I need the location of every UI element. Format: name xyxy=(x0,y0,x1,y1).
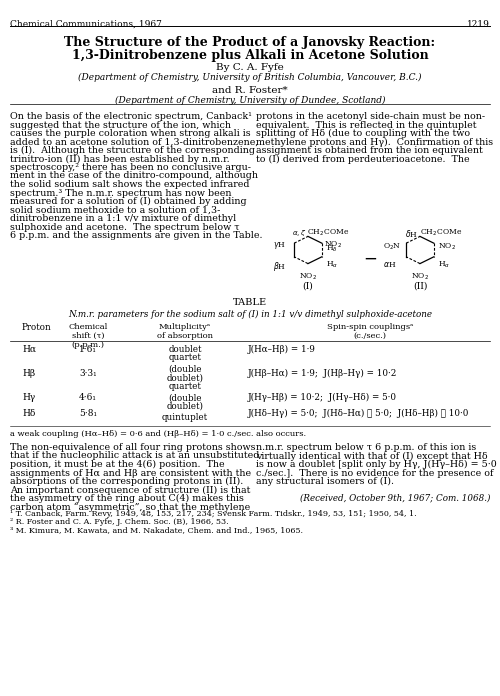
Text: Proton: Proton xyxy=(22,323,52,332)
Text: Chemical
shift (τ)
(p.p.m.): Chemical shift (τ) (p.p.m.) xyxy=(68,323,108,349)
Text: CH$_2$COMe: CH$_2$COMe xyxy=(307,228,349,239)
Text: ² R. Foster and C. A. Fyfe, J. Chem. Soc. (B), 1966, 53.: ² R. Foster and C. A. Fyfe, J. Chem. Soc… xyxy=(10,518,228,526)
Text: An important consequence of structure (II) is that: An important consequence of structure (I… xyxy=(10,486,250,495)
Text: Hβ: Hβ xyxy=(22,369,35,378)
Text: 1·6₁: 1·6₁ xyxy=(79,345,97,354)
Text: is (I).  Although the structure of the corresponding: is (I). Although the structure of the co… xyxy=(10,146,255,155)
Text: The non-equivalence of all four ring protons shows: The non-equivalence of all four ring pro… xyxy=(10,443,256,452)
Text: assignment is obtained from the ion equivalent: assignment is obtained from the ion equi… xyxy=(256,146,483,155)
Text: splitting of Hδ (due to coupling with the two: splitting of Hδ (due to coupling with th… xyxy=(256,129,470,138)
Text: ment in the case of the dinitro-compound, although: ment in the case of the dinitro-compound… xyxy=(10,171,258,180)
Text: Hδ: Hδ xyxy=(22,409,36,418)
Text: ¹ T. Canback, Farm. Revy, 1949, 48, 153, 217, 234; Svensk Farm. Tidskr., 1949, 5: ¹ T. Canback, Farm. Revy, 1949, 48, 153,… xyxy=(10,509,416,518)
Text: O$_2$N: O$_2$N xyxy=(383,242,402,253)
Text: a weak coupling (Hα–Hδ) = 0·6 and (Hβ–Hδ) = 1·0 c./sec. also occurs.: a weak coupling (Hα–Hδ) = 0·6 and (Hβ–Hδ… xyxy=(10,430,306,438)
Text: c./sec.].  There is no evidence for the presence of: c./sec.]. There is no evidence for the p… xyxy=(256,468,494,477)
Text: quartet: quartet xyxy=(168,354,202,363)
Text: N.m.r. parameters for the sodium salt of (I) in 1:1 v/v dimethyl sulphoxide-acet: N.m.r. parameters for the sodium salt of… xyxy=(68,310,432,319)
Text: (I): (I) xyxy=(302,282,314,291)
Text: methylene protons and Hγ).  Confirmation of this: methylene protons and Hγ). Confirmation … xyxy=(256,138,493,147)
Text: the solid sodium salt shows the expected infrared: the solid sodium salt shows the expected… xyxy=(10,180,250,189)
Text: solid sodium methoxide to a solution of 1,3-: solid sodium methoxide to a solution of … xyxy=(10,205,220,214)
Text: $\alpha,\zeta$: $\alpha,\zeta$ xyxy=(292,228,306,238)
Text: that if the nucleophilic attack is at an unsubstituted: that if the nucleophilic attack is at an… xyxy=(10,452,260,461)
Text: $-$: $-$ xyxy=(363,250,377,267)
Text: doublet: doublet xyxy=(168,345,202,354)
Text: spectroscopy,² there has been no conclusive argu-: spectroscopy,² there has been no conclus… xyxy=(10,163,251,172)
Text: The Structure of the Product of a Janovsky Reaction:: The Structure of the Product of a Janovs… xyxy=(64,36,436,49)
Text: On the basis of the electronic spectrum, Canback¹: On the basis of the electronic spectrum,… xyxy=(10,112,252,121)
Text: (Department of Chemistry, University of Dundee, Scotland): (Department of Chemistry, University of … xyxy=(115,96,385,105)
Text: 1219: 1219 xyxy=(467,20,490,29)
Text: (Received, October 9th, 1967; Com. 1068.): (Received, October 9th, 1967; Com. 1068.… xyxy=(300,493,490,503)
Text: spectrum.³ The n.m.r. spectrum has now been: spectrum.³ The n.m.r. spectrum has now b… xyxy=(10,189,232,198)
Text: $\beta$H: $\beta$H xyxy=(273,260,286,273)
Text: 4·6₁: 4·6₁ xyxy=(79,393,97,402)
Text: protons in the acetonyl side-chain must be non-: protons in the acetonyl side-chain must … xyxy=(256,112,485,121)
Text: (double: (double xyxy=(168,365,202,374)
Text: position, it must be at the 4(6) position.  The: position, it must be at the 4(6) positio… xyxy=(10,460,224,469)
Text: Hγ: Hγ xyxy=(22,393,35,402)
Text: $\alpha$H: $\alpha$H xyxy=(383,260,396,269)
Text: the asymmetry of the ring about C(4) makes this: the asymmetry of the ring about C(4) mak… xyxy=(10,494,244,503)
Text: assignments of Hα and Hβ are consistent with the: assignments of Hα and Hβ are consistent … xyxy=(10,468,251,477)
Text: measured for a solution of (I) obtained by adding: measured for a solution of (I) obtained … xyxy=(10,197,246,206)
Text: quartet: quartet xyxy=(168,382,202,391)
Text: sulphoxide and acetone.  The spectrum below τ: sulphoxide and acetone. The spectrum bel… xyxy=(10,223,239,232)
Text: 6 p.p.m. and the assignments are given in the Table.: 6 p.p.m. and the assignments are given i… xyxy=(10,231,262,240)
Text: H$_\alpha$: H$_\alpha$ xyxy=(326,260,338,271)
Text: absorptions of the corresponding protons in (II).: absorptions of the corresponding protons… xyxy=(10,477,243,486)
Text: added to an acetone solution of 1,3-dinitrobenzene,: added to an acetone solution of 1,3-dini… xyxy=(10,138,258,146)
Text: virtually identical with that of (I) except that Hδ: virtually identical with that of (I) exc… xyxy=(256,452,488,461)
Text: J(Hβ–Hα) = 1·9;  J(Hβ–Hγ) = 10·2: J(Hβ–Hα) = 1·9; J(Hβ–Hγ) = 10·2 xyxy=(248,369,398,378)
Text: quintuplet: quintuplet xyxy=(162,413,208,422)
Text: H$_\delta$: H$_\delta$ xyxy=(326,244,338,255)
Text: J(Hα–Hβ) = 1·9: J(Hα–Hβ) = 1·9 xyxy=(248,345,316,354)
Text: suggested that the structure of the ion, which: suggested that the structure of the ion,… xyxy=(10,120,231,129)
Text: (Department of Chemistry, University of British Columbia, Vancouver, B.C.): (Department of Chemistry, University of … xyxy=(78,73,422,82)
Text: By C. A. Fyfe: By C. A. Fyfe xyxy=(216,63,284,72)
Text: 1,3-Dinitrobenzene plus Alkali in Acetone Solution: 1,3-Dinitrobenzene plus Alkali in Aceton… xyxy=(72,49,428,62)
Text: J(Hγ–Hβ) = 10·2;  J(Hγ–Hδ) = 5·0: J(Hγ–Hβ) = 10·2; J(Hγ–Hδ) = 5·0 xyxy=(248,393,397,402)
Text: trinitro-ion (II) has been established by n.m.r.: trinitro-ion (II) has been established b… xyxy=(10,155,230,164)
Text: 3·3₁: 3·3₁ xyxy=(79,369,97,378)
Text: dinitrobenzene in a 1:1 v/v mixture of dimethyl: dinitrobenzene in a 1:1 v/v mixture of d… xyxy=(10,214,236,223)
Text: doublet): doublet) xyxy=(166,402,203,411)
Text: n.m.r. spectrum below τ 6 p.p.m. of this ion is: n.m.r. spectrum below τ 6 p.p.m. of this… xyxy=(256,443,476,452)
Text: (II): (II) xyxy=(413,282,427,291)
Text: NO$_2$: NO$_2$ xyxy=(324,240,342,251)
Text: TABLE: TABLE xyxy=(233,298,267,307)
Text: and R. Foster*: and R. Foster* xyxy=(212,86,288,95)
Text: any structural isomers of (I).: any structural isomers of (I). xyxy=(256,477,394,486)
Text: NO$_2$: NO$_2$ xyxy=(411,272,429,283)
Text: carbon atom “asymmetric”, so that the methylene: carbon atom “asymmetric”, so that the me… xyxy=(10,503,250,512)
Text: (double: (double xyxy=(168,393,202,402)
Text: NO$_2$: NO$_2$ xyxy=(299,272,317,283)
Text: to (I) derived from perdeuterioacetone.  The: to (I) derived from perdeuterioacetone. … xyxy=(256,155,470,164)
Text: Multiplicityᵃ
of absorption: Multiplicityᵃ of absorption xyxy=(157,323,213,340)
Text: Spin-spin couplingsᵃ
(c./sec.): Spin-spin couplingsᵃ (c./sec.) xyxy=(327,323,413,340)
Text: J(Hδ–Hγ) = 5·0;  J(Hδ–Hα) ≅ 5·0;  J(Hδ–Hβ) ≅ 10·0: J(Hδ–Hγ) = 5·0; J(Hδ–Hα) ≅ 5·0; J(Hδ–Hβ)… xyxy=(248,409,470,418)
Text: doublet): doublet) xyxy=(166,374,203,383)
Text: $\gamma$H: $\gamma$H xyxy=(273,240,286,251)
Text: ³ M. Kimura, M. Kawata, and M. Nakadate, Chem. and Ind., 1965, 1065.: ³ M. Kimura, M. Kawata, and M. Nakadate,… xyxy=(10,526,303,535)
Text: CH$_2$COMe: CH$_2$COMe xyxy=(420,228,462,239)
Text: is now a doublet [split only by Hγ, J(Hγ–Hδ) = 5·0: is now a doublet [split only by Hγ, J(Hγ… xyxy=(256,460,497,469)
Text: $\delta$H: $\delta$H xyxy=(405,228,418,239)
Text: NO$_2$: NO$_2$ xyxy=(438,242,456,253)
Text: Chemical Communications, 1967: Chemical Communications, 1967 xyxy=(10,20,162,29)
Text: H$_\alpha$: H$_\alpha$ xyxy=(438,260,450,271)
Text: causes the purple coloration when strong alkali is: causes the purple coloration when strong… xyxy=(10,129,250,138)
Text: equivalent.  This is reflected in the quintuplet: equivalent. This is reflected in the qui… xyxy=(256,120,476,129)
Text: Hα: Hα xyxy=(22,345,36,354)
Text: 5·8₁: 5·8₁ xyxy=(79,409,97,418)
